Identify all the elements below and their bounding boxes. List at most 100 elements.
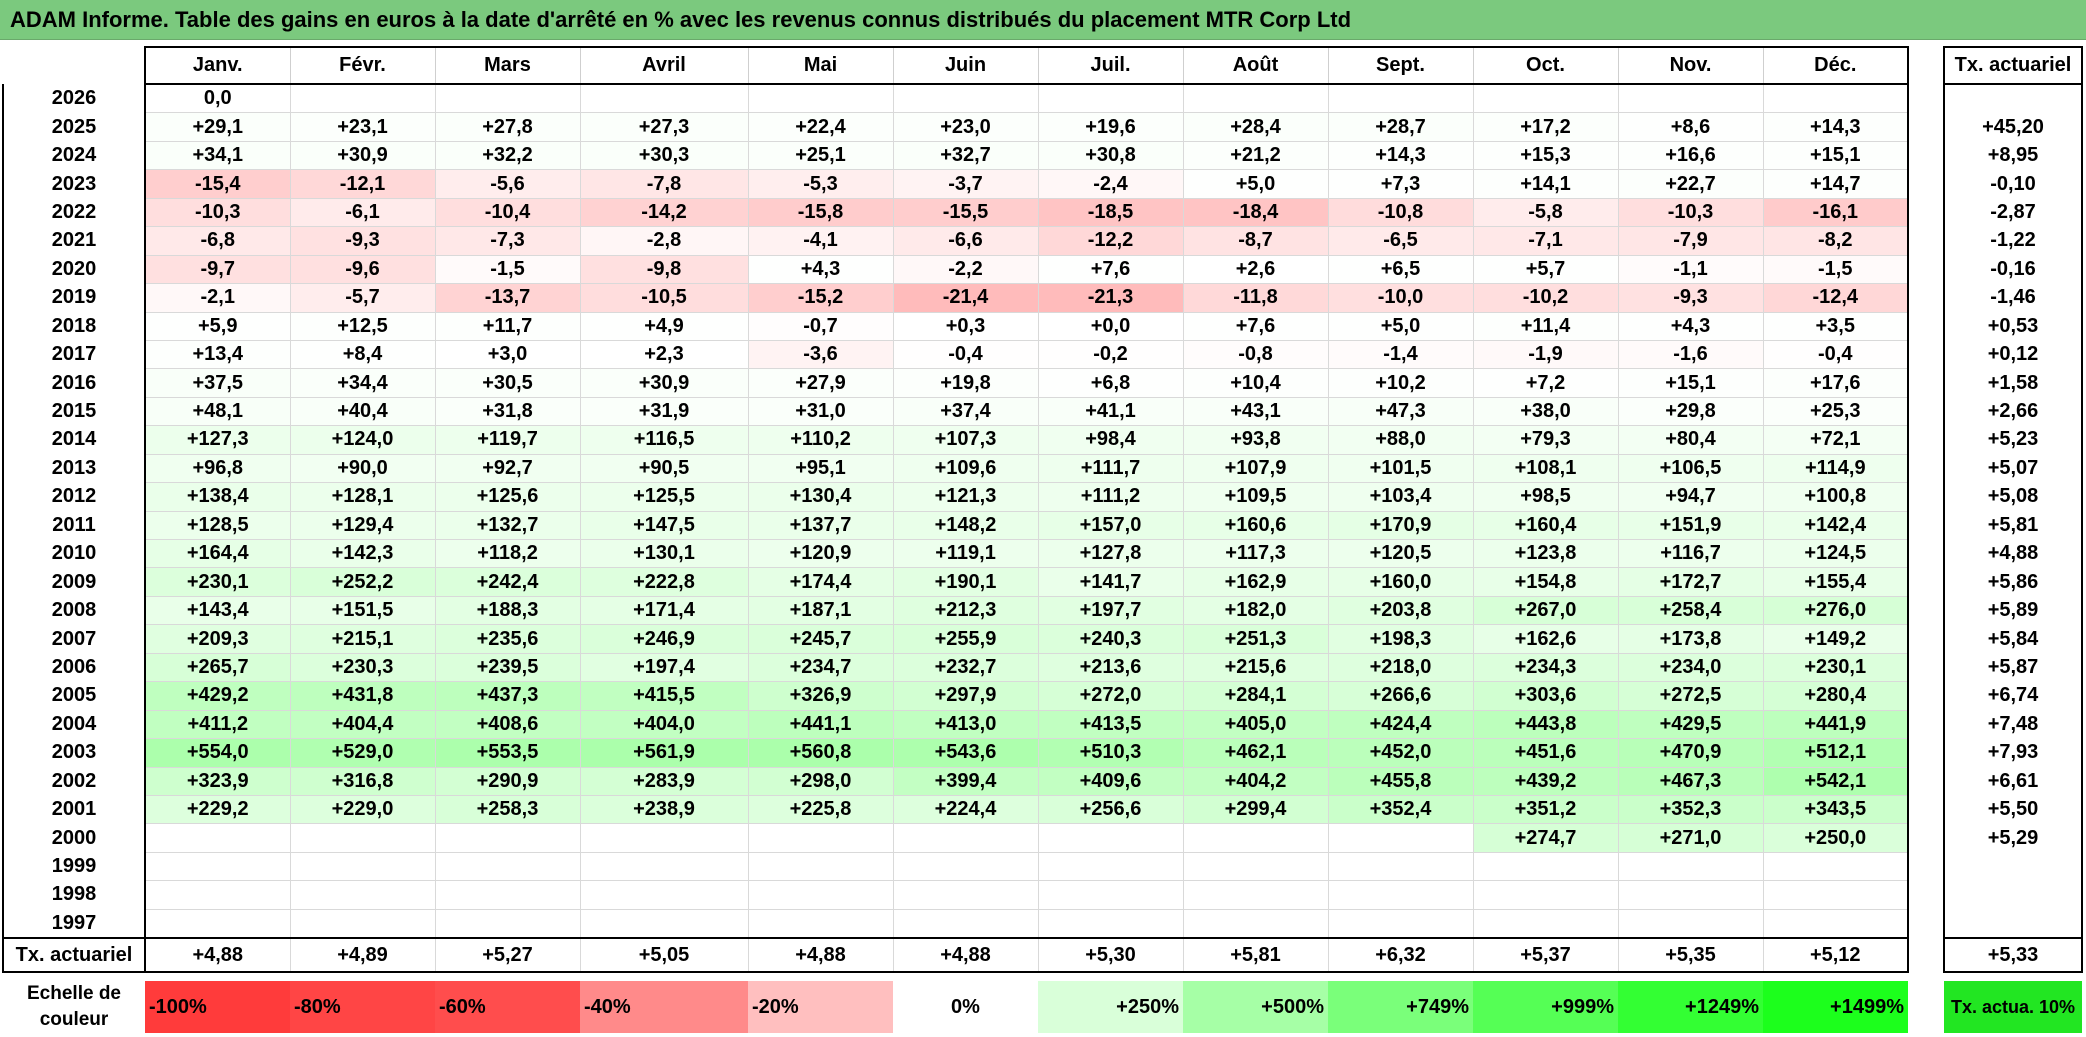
gain-cell: +31,0 <box>747 396 894 427</box>
month-header: Avril <box>579 46 748 85</box>
gain-cell: +352,3 <box>1617 794 1764 825</box>
table-row: 2006 +265,7 +230,3 +239,5 +197,4 +234,7 +232,7… <box>2 652 2083 683</box>
gain-cell <box>1327 908 1474 940</box>
gain-cell: +234,7 <box>747 652 894 683</box>
gain-cell: +250,0 <box>1762 823 1909 853</box>
gain-cell <box>747 880 894 910</box>
gain-cell: +130,4 <box>747 482 894 512</box>
gain-cell: +209,3 <box>144 624 291 654</box>
gain-cell: +34,1 <box>144 140 291 171</box>
gain-cell: +255,9 <box>892 624 1039 654</box>
gain-cell: +72,1 <box>1762 425 1909 455</box>
gain-cell: +5,7 <box>1472 254 1619 285</box>
gain-cell: -10,0 <box>1327 283 1474 313</box>
gain-cell <box>747 908 894 940</box>
gain-cell: +37,4 <box>892 396 1039 427</box>
rate-cell: +45,20 <box>1943 112 2083 142</box>
gain-cell: +429,5 <box>1617 709 1764 740</box>
gain-cell <box>1037 823 1184 853</box>
gain-cell: +90,0 <box>289 453 436 484</box>
gain-cell: +12,5 <box>289 311 436 341</box>
table-row: 2017 +13,4 +8,4 +3,0 +2,3 -3,6 -0,4 -0,2 -0,8 -1,… <box>2 339 2083 370</box>
gain-cell <box>1762 908 1909 940</box>
gain-cell: -3,7 <box>892 169 1039 199</box>
table-row: 2025 +29,1 +23,1 +27,8 +27,3 +22,4 +23,0 +19,6 +… <box>2 112 2083 142</box>
color-scale-step: +1499% <box>1763 981 1908 1034</box>
gain-cell: +125,6 <box>434 482 581 512</box>
color-scale-step: -100% <box>145 981 290 1034</box>
gain-cell: +173,8 <box>1617 624 1764 654</box>
gain-cell: +162,9 <box>1182 567 1329 597</box>
corner-cell <box>3 47 146 84</box>
month-header: Oct. <box>1472 46 1618 85</box>
year-label: 1998 <box>2 880 146 910</box>
gain-cell: -10,4 <box>434 197 581 228</box>
gain-cell: +28,4 <box>1182 112 1329 142</box>
rate-cell: +5,84 <box>1943 624 2083 654</box>
color-scale-step: -60% <box>435 981 580 1034</box>
gain-cell: +109,6 <box>892 453 1039 484</box>
gain-cell <box>1472 908 1619 940</box>
year-label: 2004 <box>2 710 146 739</box>
year-label: 1999 <box>2 852 146 881</box>
gain-cell: +32,2 <box>434 140 581 171</box>
gain-cell: +408,6 <box>434 709 581 740</box>
year-label: 2022 <box>2 198 146 227</box>
table-row: 2013 +96,8 +90,0 +92,7 +90,5 +95,1 +109,6 +111,… <box>2 453 2083 484</box>
annual-rate-cell: +5,30 <box>1037 938 1183 974</box>
gain-cell <box>1617 83 1764 114</box>
table-row: 1997 <box>2 908 2083 940</box>
gain-cell <box>289 880 436 910</box>
gain-cell <box>1617 851 1764 882</box>
gain-cell <box>1327 83 1474 114</box>
gain-cell: +238,9 <box>579 794 749 825</box>
gain-cell: +128,1 <box>289 482 436 512</box>
table-row: 2022 -10,3 -6,1 -10,4 -14,2 -15,8 -15,5 -18,5 -1… <box>2 197 2083 228</box>
table-row: 2004 +411,2 +404,4 +408,6 +404,0 +441,1 +413,0… <box>2 709 2083 740</box>
gain-cell: +31,9 <box>579 396 749 427</box>
gain-cell <box>892 83 1039 114</box>
gain-cell: +15,1 <box>1617 368 1764 398</box>
gain-cell: +124,0 <box>289 425 436 455</box>
year-label: 1997 <box>2 909 146 940</box>
gain-cell <box>1182 880 1329 910</box>
gain-cell: +123,8 <box>1472 538 1619 569</box>
gain-cell: +13,4 <box>144 339 291 370</box>
gain-cell: -1,1 <box>1617 254 1764 285</box>
gain-cell: +27,3 <box>579 112 749 142</box>
gain-cell: +127,3 <box>144 425 291 455</box>
gain-cell: +157,0 <box>1037 510 1184 541</box>
gain-cell: +316,8 <box>289 766 436 796</box>
gain-cell: +232,7 <box>892 652 1039 683</box>
table-row: 2020 -9,7 -9,6 -1,5 -9,8 +4,3 -2,2 +7,6 +2,6 +6,5… <box>2 254 2083 285</box>
gain-cell: +114,9 <box>1762 453 1909 484</box>
gain-cell: -7,3 <box>434 226 581 256</box>
gain-cell: +25,1 <box>747 140 894 171</box>
gain-cell: +258,3 <box>434 794 581 825</box>
gain-cell: +242,4 <box>434 567 581 597</box>
gain-cell: -2,1 <box>144 283 291 313</box>
color-scale-step: +999% <box>1473 981 1618 1034</box>
gain-cell: +7,6 <box>1182 311 1329 341</box>
gain-cell <box>892 880 1039 910</box>
table-row: 2010 +164,4 +142,3 +118,2 +130,1 +120,9 +119,1… <box>2 538 2083 569</box>
gain-cell: +11,7 <box>434 311 581 341</box>
gain-cell: +23,0 <box>892 112 1039 142</box>
gain-cell: +162,6 <box>1472 624 1619 654</box>
gain-cell: +79,3 <box>1472 425 1619 455</box>
rate-cell: +6,61 <box>1943 767 2083 796</box>
gain-cell: +299,4 <box>1182 794 1329 825</box>
gain-cell: +455,8 <box>1327 766 1474 796</box>
gain-cell <box>579 83 749 114</box>
gain-cell: +154,8 <box>1472 567 1619 597</box>
gain-cell: +399,4 <box>892 766 1039 796</box>
gain-cell: -18,4 <box>1182 197 1329 228</box>
table-row: 2000 +274,7 +271,0 +250,0 +5,29 <box>2 823 2083 853</box>
gain-cell: +30,9 <box>579 368 749 398</box>
gain-cell: +32,7 <box>892 140 1039 171</box>
gain-cell: -6,5 <box>1327 226 1474 256</box>
month-header: Janv. <box>144 46 290 85</box>
gain-cell: +2,3 <box>579 339 749 370</box>
year-label: 2023 <box>2 169 146 199</box>
gain-cell: +542,1 <box>1762 766 1909 796</box>
